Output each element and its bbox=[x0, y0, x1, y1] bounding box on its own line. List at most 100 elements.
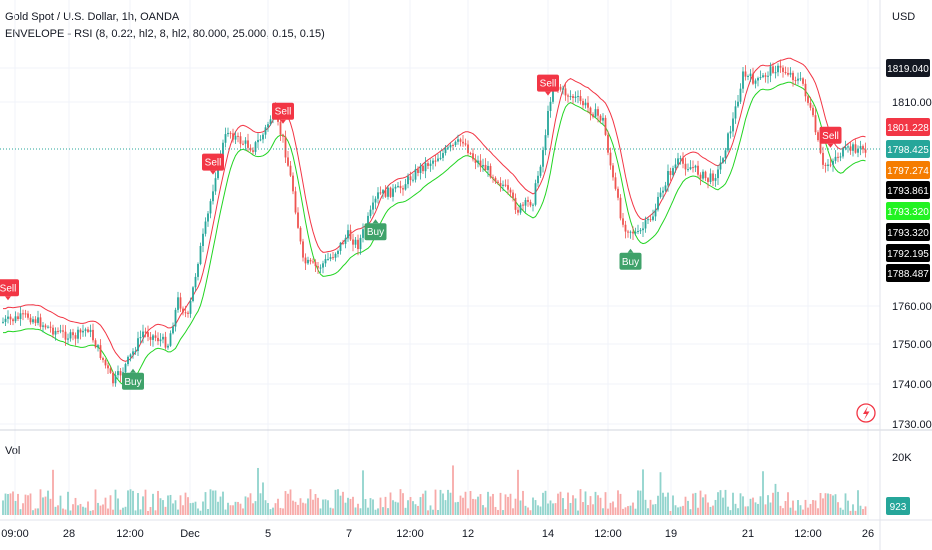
svg-text:1793.861: 1793.861 bbox=[887, 186, 929, 197]
candle bbox=[594, 103, 597, 118]
candle bbox=[287, 150, 289, 167]
candle bbox=[864, 142, 867, 158]
candle bbox=[847, 144, 849, 153]
candle bbox=[632, 226, 634, 240]
volume-bar bbox=[819, 492, 822, 515]
price-tag: 1792.195 bbox=[886, 244, 930, 262]
candle bbox=[24, 309, 27, 318]
candle bbox=[54, 327, 57, 341]
volume-bar bbox=[644, 499, 647, 515]
candle bbox=[509, 187, 512, 198]
volume-bar bbox=[239, 503, 242, 515]
volume-bar bbox=[587, 505, 589, 515]
candle bbox=[702, 169, 704, 181]
candle bbox=[414, 164, 417, 183]
volume-bar bbox=[114, 489, 117, 515]
sell-signal[interactable]: Sell bbox=[0, 279, 19, 301]
volume-bar bbox=[119, 509, 122, 515]
volume-bar bbox=[432, 509, 434, 515]
sell-signal[interactable]: Sell bbox=[202, 153, 224, 175]
volume-bar bbox=[482, 505, 484, 515]
volume-bar bbox=[442, 493, 444, 515]
sell-signal[interactable]: Sell bbox=[272, 102, 294, 124]
volume-bar bbox=[649, 499, 652, 515]
candle bbox=[224, 127, 227, 148]
candle bbox=[729, 125, 732, 139]
sell-signal[interactable]: Sell bbox=[819, 126, 842, 148]
candle bbox=[457, 134, 459, 145]
indicator-label[interactable]: ENVELOPE - RSI (8, 0.22, hl2, 8, hl2, 80… bbox=[5, 28, 325, 40]
candle bbox=[352, 233, 354, 252]
volume-bar bbox=[104, 497, 107, 515]
volume-bar bbox=[777, 491, 779, 515]
volume-bar bbox=[312, 499, 314, 515]
volume-bar bbox=[572, 495, 574, 515]
volume-bar bbox=[472, 498, 474, 515]
volume-bar bbox=[352, 496, 354, 515]
candle bbox=[19, 306, 22, 326]
candle bbox=[742, 66, 744, 93]
candle bbox=[667, 164, 669, 192]
candle bbox=[649, 215, 652, 223]
volume-bar bbox=[739, 493, 742, 515]
volume-bar bbox=[229, 505, 232, 515]
candle bbox=[194, 273, 197, 292]
signal-label: Buy bbox=[622, 257, 639, 268]
volume-bar bbox=[579, 489, 582, 515]
candle bbox=[489, 163, 492, 179]
price-tag: 1819.040 bbox=[886, 59, 930, 77]
volume-bar bbox=[32, 510, 34, 515]
volume-bar bbox=[464, 491, 467, 515]
volume-bar bbox=[814, 500, 817, 515]
buy-signal[interactable]: Buy bbox=[364, 219, 387, 241]
candle bbox=[692, 160, 694, 173]
volume-bar bbox=[317, 497, 319, 515]
candle bbox=[697, 160, 699, 177]
candle bbox=[209, 198, 212, 219]
volume-bar bbox=[54, 506, 57, 515]
volume-bar bbox=[637, 490, 639, 515]
volume-bar bbox=[669, 510, 672, 515]
candle bbox=[112, 371, 114, 387]
volume-bar bbox=[99, 505, 102, 515]
volume-bar bbox=[422, 493, 424, 515]
volume-bar bbox=[417, 505, 419, 515]
volume-bar bbox=[184, 492, 187, 515]
volume-bar bbox=[767, 495, 769, 515]
buy-signal[interactable]: Buy bbox=[619, 248, 642, 270]
volume-bar bbox=[292, 500, 294, 515]
alert-icon[interactable] bbox=[856, 403, 876, 423]
candle bbox=[529, 199, 532, 208]
buy-signal[interactable]: Buy bbox=[122, 368, 144, 390]
volume-bar bbox=[329, 507, 332, 515]
candle bbox=[592, 112, 594, 119]
candle bbox=[449, 142, 452, 152]
volume-bar bbox=[294, 501, 297, 515]
volume-bar bbox=[359, 508, 362, 515]
signal-label: Sell bbox=[275, 107, 292, 118]
volume-bar bbox=[452, 465, 454, 515]
volume-bar bbox=[419, 497, 422, 515]
volume-label[interactable]: Vol bbox=[5, 445, 21, 457]
candle bbox=[382, 189, 384, 199]
candle bbox=[264, 124, 267, 139]
candle bbox=[14, 311, 17, 324]
candle bbox=[512, 189, 514, 202]
volume-bar bbox=[259, 493, 262, 515]
volume-bar bbox=[217, 501, 219, 515]
volume-bar bbox=[402, 493, 404, 515]
volume-bar bbox=[377, 508, 379, 515]
candle bbox=[534, 179, 537, 207]
volume-bar bbox=[339, 495, 342, 515]
volume-bar bbox=[562, 498, 564, 515]
signal-label: Buy bbox=[367, 227, 384, 238]
volume-bar bbox=[592, 504, 594, 515]
candle bbox=[464, 138, 467, 147]
candle bbox=[622, 213, 624, 228]
candle bbox=[717, 164, 719, 186]
candle bbox=[814, 108, 817, 135]
sell-signal[interactable]: Sell bbox=[537, 74, 559, 96]
volume-bar bbox=[542, 492, 544, 515]
volume-bar bbox=[859, 505, 862, 515]
